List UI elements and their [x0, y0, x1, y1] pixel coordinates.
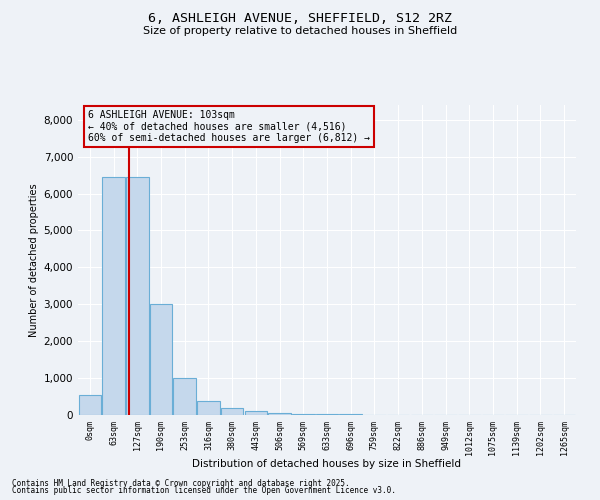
Bar [245, 410, 267, 415]
Bar [340, 414, 362, 415]
Bar [292, 414, 314, 415]
Text: Size of property relative to detached houses in Sheffield: Size of property relative to detached ho… [143, 26, 457, 36]
Bar [173, 378, 196, 415]
Text: 6, ASHLEIGH AVENUE, SHEFFIELD, S12 2RZ: 6, ASHLEIGH AVENUE, SHEFFIELD, S12 2RZ [148, 12, 452, 26]
Bar [268, 413, 291, 415]
Bar [150, 304, 172, 415]
Bar [103, 177, 125, 415]
Y-axis label: Number of detached properties: Number of detached properties [29, 183, 40, 337]
Text: 6 ASHLEIGH AVENUE: 103sqm
← 40% of detached houses are smaller (4,516)
60% of se: 6 ASHLEIGH AVENUE: 103sqm ← 40% of detac… [88, 110, 370, 143]
Bar [316, 414, 338, 415]
Bar [126, 177, 149, 415]
Bar [79, 394, 101, 415]
Text: Contains public sector information licensed under the Open Government Licence v3: Contains public sector information licen… [12, 486, 396, 495]
X-axis label: Distribution of detached houses by size in Sheffield: Distribution of detached houses by size … [193, 459, 461, 469]
Text: Contains HM Land Registry data © Crown copyright and database right 2025.: Contains HM Land Registry data © Crown c… [12, 478, 350, 488]
Bar [197, 401, 220, 415]
Bar [221, 408, 244, 415]
